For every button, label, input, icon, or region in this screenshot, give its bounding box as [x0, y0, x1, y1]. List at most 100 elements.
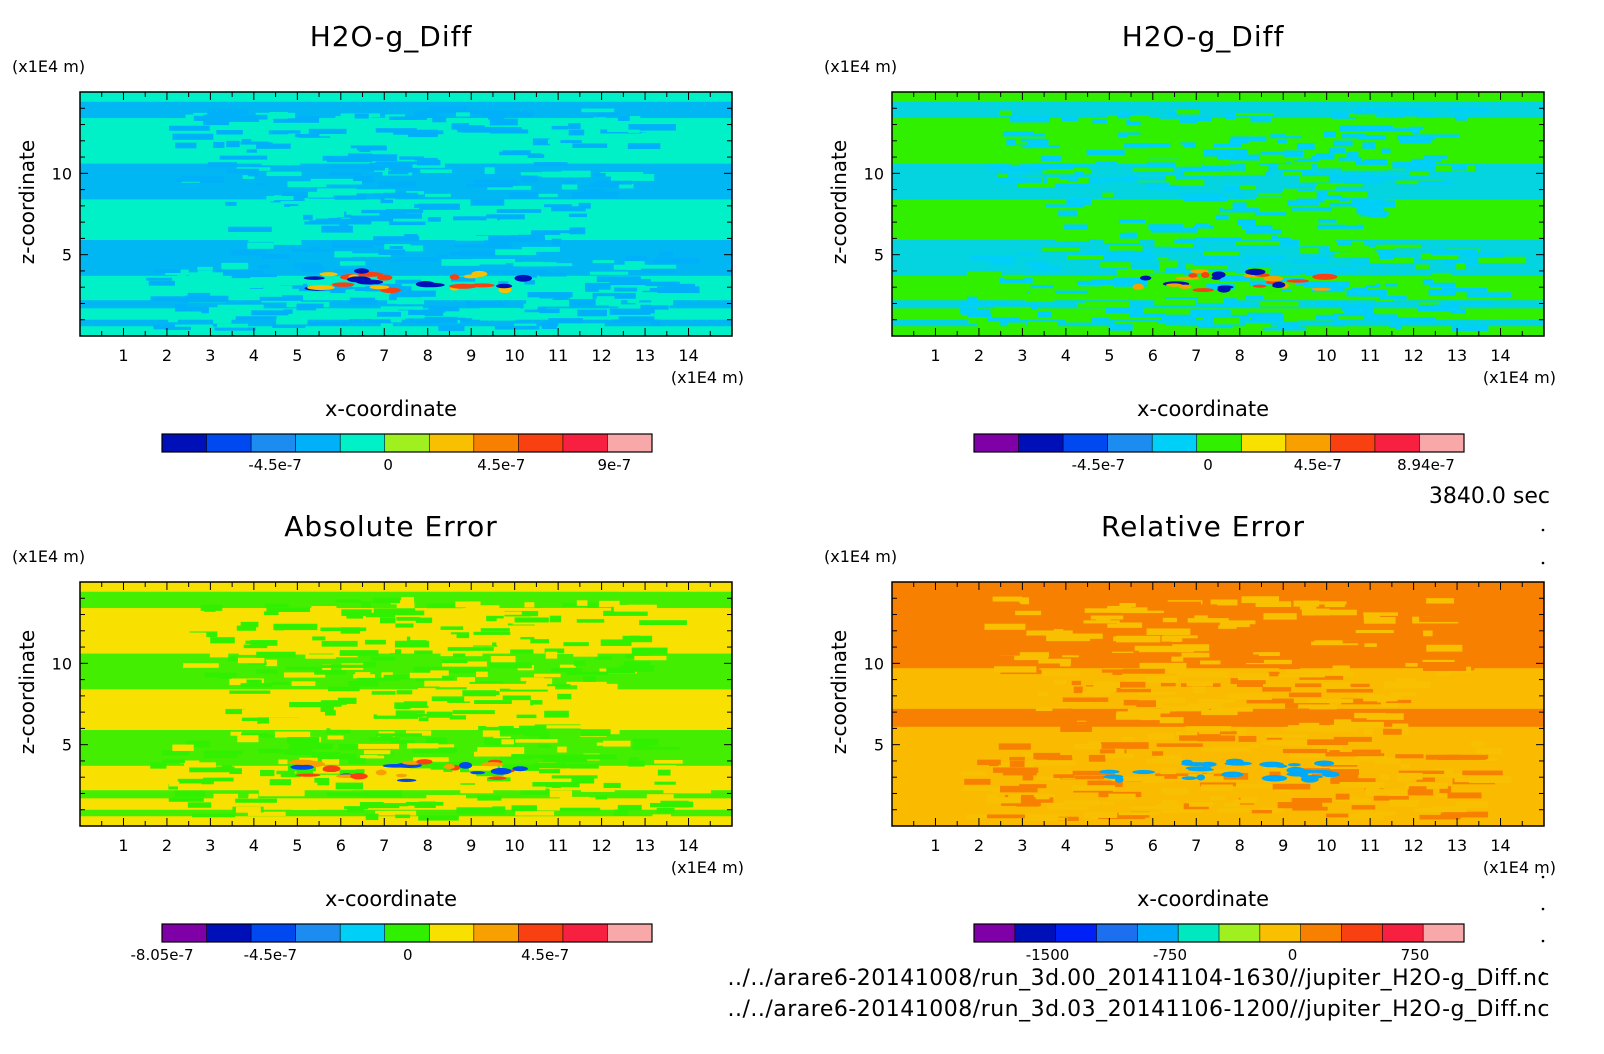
y-unit-label: (x1E4 m) [12, 57, 85, 76]
heatmap-cell [1375, 244, 1395, 250]
heatmap-cell [1341, 753, 1385, 757]
heatmap-cell [1354, 754, 1387, 761]
heatmap-cell [473, 631, 511, 635]
heatmap-cell [231, 273, 251, 279]
heatmap-cell [1355, 694, 1384, 698]
heatmap-cell [330, 723, 357, 730]
heatmap-cell [616, 769, 646, 776]
x-tick-label: 12 [1403, 836, 1423, 855]
heatmap-cell [1015, 610, 1042, 616]
heatmap-cell [183, 663, 219, 668]
heatmap-cell [430, 157, 453, 163]
heatmap-cell [1022, 145, 1060, 149]
heatmap-cell [169, 125, 210, 131]
heatmap-feature [1132, 769, 1155, 775]
heatmap-feature [496, 283, 513, 289]
heatmap-cell [240, 683, 273, 688]
heatmap-cell [1450, 308, 1466, 314]
heatmap-cell [1452, 324, 1489, 331]
heatmap-cell [246, 679, 262, 685]
heatmap-cell [185, 740, 211, 748]
heatmap-cell [378, 248, 406, 255]
heatmap-cell [1152, 603, 1192, 608]
heatmap-cell [510, 649, 534, 654]
heatmap-cell [553, 764, 591, 769]
heatmap-cell [1149, 701, 1164, 708]
heatmap-cell [625, 255, 647, 261]
heatmap-cell [1362, 211, 1389, 216]
heatmap-cell [396, 297, 424, 305]
heatmap-cell [1118, 812, 1160, 816]
heatmap-cell [1067, 255, 1104, 260]
heatmap-cell [1268, 671, 1280, 677]
file-path-2: ../../arare6-20141008/run_3d.03_20141106… [727, 997, 1550, 1022]
heatmap-cell [1220, 170, 1266, 175]
heatmap-cell [388, 213, 422, 219]
heatmap-cell [1126, 679, 1150, 684]
heatmap-cell [1471, 741, 1485, 747]
heatmap-cell [1072, 770, 1115, 776]
heatmap-cell [380, 323, 393, 328]
heatmap-cell [466, 109, 502, 115]
heatmap-cell [1243, 713, 1275, 720]
heatmap-cell [496, 618, 527, 624]
heatmap-cell [162, 759, 185, 764]
heatmap-cell [1447, 792, 1482, 799]
heatmap-cell [1446, 277, 1484, 285]
heatmap-cell [628, 760, 645, 767]
heatmap-cell [383, 674, 412, 680]
heatmap-feature [1188, 768, 1215, 772]
heatmap-cell [576, 619, 605, 623]
heatmap-cell [338, 743, 359, 751]
heatmap-cell [1199, 782, 1237, 787]
heatmap-cell [269, 717, 300, 725]
heatmap-cell [1072, 657, 1113, 664]
heatmap-cell [619, 665, 655, 672]
heatmap-cell [568, 129, 585, 136]
heatmap-cell [576, 600, 588, 606]
heatmap-cell [960, 301, 1007, 305]
x-tick-label: 14 [678, 836, 698, 855]
x-tick-label: 3 [205, 346, 215, 365]
heatmap-cell [1111, 776, 1147, 782]
heatmap-cell [1230, 678, 1266, 685]
colorbar-swatch [1419, 434, 1465, 452]
heatmap-cell [268, 137, 299, 143]
heatmap-cell [472, 235, 518, 242]
heatmap-cell [1395, 754, 1424, 759]
x-tick-label: 6 [336, 346, 346, 365]
heatmap-cell [1291, 637, 1315, 642]
heatmap-cell [1234, 194, 1244, 198]
heatmap-cell [375, 810, 417, 816]
heatmap-cell [545, 651, 558, 659]
heatmap-cell [514, 786, 546, 791]
heatmap-cell [408, 309, 439, 316]
heatmap-cell [359, 147, 371, 152]
heatmap-cell [1371, 311, 1409, 316]
heatmap-cell [534, 673, 561, 678]
heatmap-cell [515, 811, 555, 816]
heatmap-cell [1298, 708, 1310, 715]
heatmap-cell [266, 607, 311, 613]
heatmap-cell [645, 281, 680, 287]
heatmap-cell [389, 116, 427, 121]
heatmap-cell [549, 119, 597, 126]
heatmap-cell [1074, 744, 1102, 750]
heatmap-cell [172, 133, 214, 140]
heatmap-cell [1095, 617, 1111, 623]
heatmap-cell [1120, 607, 1164, 614]
heatmap-cell [321, 664, 366, 668]
heatmap-cell [227, 622, 244, 629]
colorbar-label: 4.5e-7 [477, 456, 525, 474]
heatmap-cell [283, 749, 313, 755]
heatmap-cell [1351, 199, 1386, 203]
heatmap-cell [216, 130, 243, 135]
heatmap-cell [1303, 281, 1350, 288]
heatmap-cell [542, 607, 567, 615]
heatmap-cell [1299, 675, 1344, 680]
heatmap-cell [1143, 289, 1170, 297]
heatmap-cell [628, 124, 676, 131]
heatmap-cell [1356, 207, 1384, 215]
heatmap-cell [236, 782, 269, 789]
heatmap-cell [347, 808, 365, 813]
